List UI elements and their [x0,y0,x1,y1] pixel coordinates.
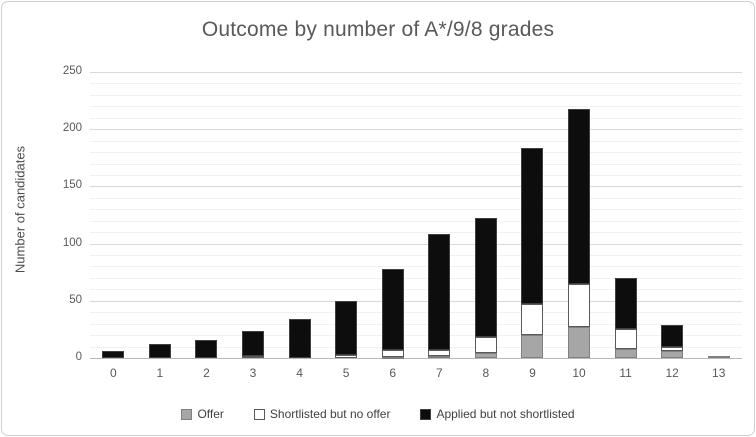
minor-gridline [90,106,742,108]
x-tick-label: 7 [435,366,443,380]
minor-gridline [90,197,742,199]
minor-gridline [90,312,742,314]
major-gridline [90,129,742,131]
x-tick-label: 1 [156,366,164,380]
x-tick-label: 12 [665,366,679,380]
bar-segment [428,349,451,356]
bar-segment [661,351,684,358]
bar-segment [381,349,404,357]
bar-segment [148,344,171,358]
legend-swatch-icon [420,408,432,420]
bar-segment [614,277,637,330]
minor-gridline [90,220,742,222]
minor-gridline [90,255,742,257]
y-tick-label: 50 [69,293,82,306]
bar-segment [474,353,497,358]
major-gridline [90,72,742,73]
x-axis-line [90,358,742,359]
legend-item-offer: Offer [181,407,224,421]
legend-label: Applied but not shortlisted [436,407,575,421]
x-tick-label: 0 [109,366,117,380]
bar-segment [335,354,358,358]
minor-gridline [90,266,742,268]
bar-segment [242,355,264,358]
minor-gridline [90,335,742,337]
minor-gridline [90,209,742,211]
bar-segment [242,330,264,356]
bar-segment [707,355,730,358]
minor-gridline [90,346,742,348]
bar-segment [521,147,544,305]
bar-segment [195,339,218,358]
legend-label: Offer [197,407,224,421]
x-tick-label: 11 [619,366,632,380]
minor-gridline [90,140,742,142]
bar-segment [568,327,590,358]
x-tick-label: 4 [296,366,303,380]
x-tick-label: 13 [712,366,726,380]
bar-segment [661,324,684,347]
legend-swatch-icon [181,408,193,420]
plot-area: 0 50 100 150 200 250 0 1 2 3 4 5 6 7 8 9 10 11 12 13 [63,65,742,380]
minor-gridline [90,277,742,279]
bar-segment [288,319,311,358]
minor-gridline [90,174,742,176]
bar-segment [568,108,590,284]
bar-segment [521,335,544,358]
bar-segment [614,348,637,358]
x-tick-label: 9 [529,366,536,380]
y-tick-label: 100 [62,236,82,249]
bar-segment [474,337,497,354]
x-tick-label: 8 [482,366,490,380]
minor-gridline [90,117,742,119]
legend-item-shortlisted-but-no-offer: Shortlisted but no offer [253,407,391,421]
minor-gridline [90,83,742,85]
minor-gridline [90,232,742,234]
bar-segment [335,300,358,355]
legend-item-applied-but-not-shortlisted: Applied but not shortlisted [420,407,575,421]
minor-gridline [90,163,742,165]
major-gridline [90,300,742,302]
bar-segment [102,351,125,358]
bar-segment [428,234,451,350]
minor-gridline [90,152,742,154]
minor-gridline [90,289,742,291]
y-tick-label: 150 [62,179,82,192]
major-gridline [90,186,742,188]
bar-segment [428,355,451,358]
y-tick-label: 200 [62,122,82,135]
bar-segment [521,304,544,336]
bar-segment [614,329,637,349]
legend: Offer Shortlisted but no offer Applied but… [2,407,754,421]
minor-gridline [90,94,742,96]
legend-swatch-icon [253,408,265,420]
bar-segment [381,268,404,350]
x-tick-label: 6 [389,366,397,380]
bar-segment [661,346,684,352]
x-tick-label: 2 [203,366,210,380]
chart-title: Outcome by number of A*/9/8 grades [201,18,555,41]
x-tick-label: 10 [572,366,586,380]
major-gridline [90,243,742,245]
x-tick-label: 5 [342,366,350,380]
y-tick-label: 250 [62,65,82,77]
bar-segment [474,218,497,338]
y-tick-label: 0 [75,351,82,363]
bar-segment [568,283,590,328]
bar-segment [381,356,404,359]
minor-gridline [90,323,742,325]
legend-label: Shortlisted but no offer [269,407,391,421]
y-axis-title: Number of candidates [12,145,28,274]
x-tick-label: 3 [249,366,257,380]
